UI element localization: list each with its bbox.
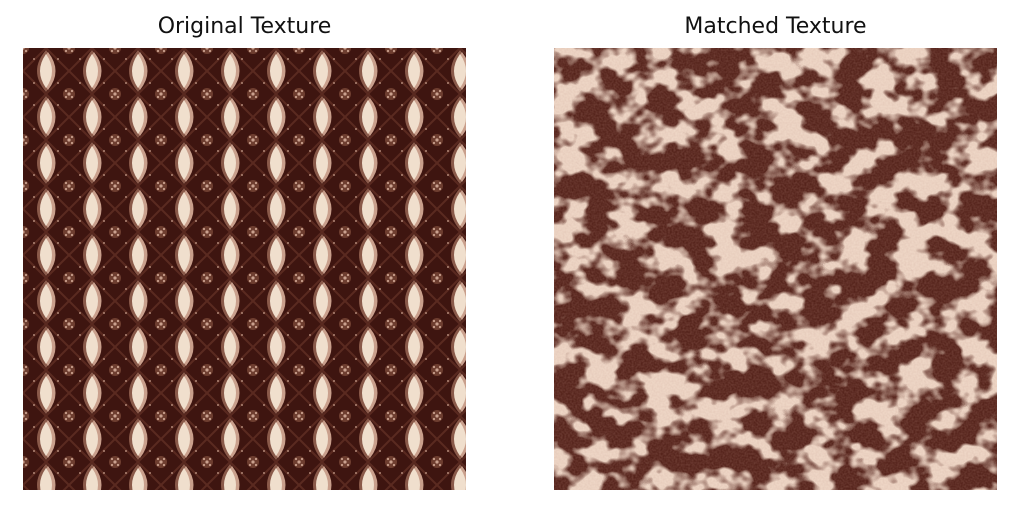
original-texture-title: Original Texture [157,14,332,39]
matched-texture-title: Matched Texture [684,14,867,39]
matched-texture-image [554,48,997,490]
original-texture-image [23,48,466,490]
